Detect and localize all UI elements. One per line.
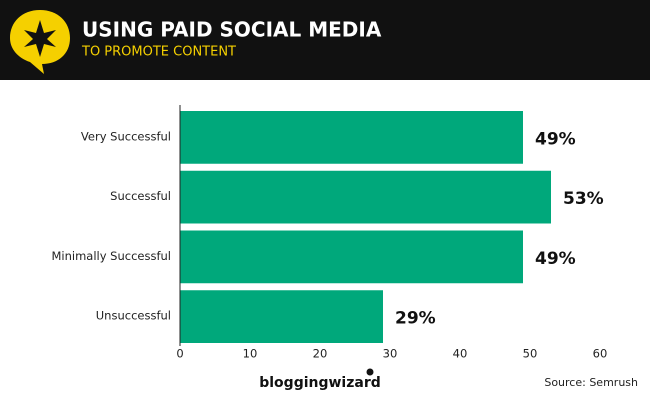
- x-tick-label: 30: [383, 347, 398, 361]
- x-tick-label: 10: [243, 347, 258, 361]
- x-tick-label: 0: [176, 347, 183, 361]
- brand-dot: [366, 368, 374, 376]
- x-tick-label: 20: [313, 347, 328, 361]
- y-tick-label: Very Successful: [81, 129, 171, 143]
- y-tick-label: Successful: [110, 189, 171, 203]
- y-tick-label: Minimally Successful: [51, 249, 171, 263]
- x-tick-label: 40: [453, 347, 468, 361]
- value-label: 49%: [535, 129, 576, 149]
- value-label: 29%: [395, 309, 436, 329]
- bar: [180, 230, 523, 284]
- value-label: 49%: [535, 249, 576, 269]
- bar: [180, 290, 383, 343]
- x-tick-label: 60: [593, 347, 608, 361]
- bar: [180, 170, 551, 224]
- logo-icon: [10, 10, 70, 74]
- value-label: 53%: [563, 189, 604, 209]
- chart-subtitle: TO PROMOTE CONTENT: [81, 45, 236, 60]
- bar: [180, 111, 523, 164]
- y-tick-label: Unsuccessful: [96, 309, 171, 323]
- header-band: [0, 0, 650, 80]
- source: Source: Semrush: [544, 376, 638, 389]
- x-tick-label: 50: [523, 347, 538, 361]
- chart-title: USING PAID SOCIAL MEDIA: [82, 18, 382, 42]
- brand: bloggingwizard: [259, 375, 381, 391]
